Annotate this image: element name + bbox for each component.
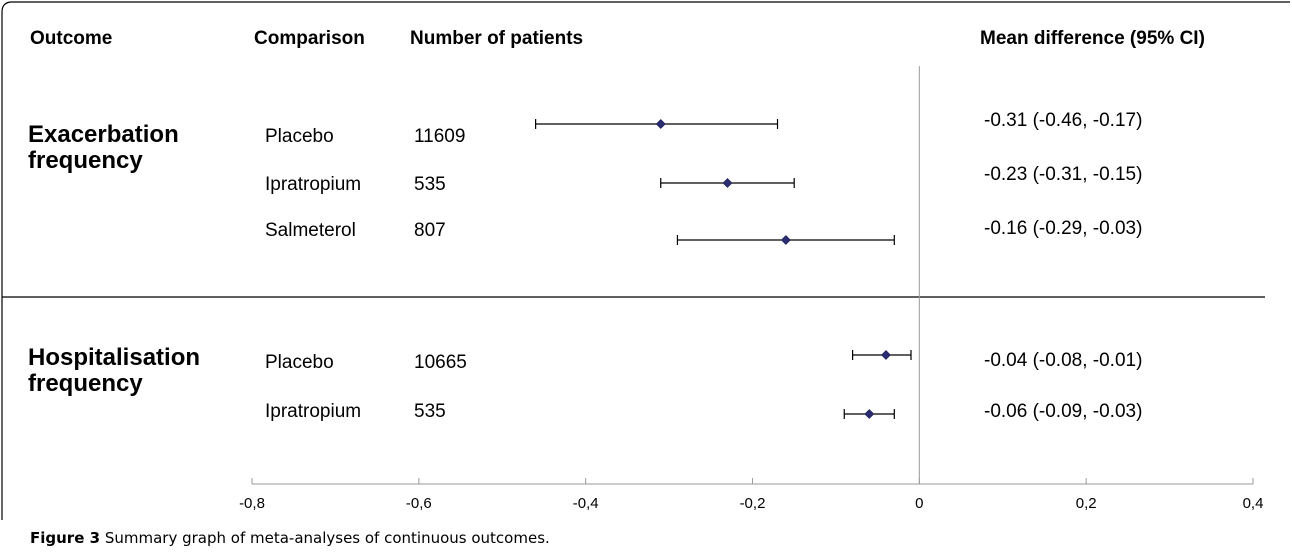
x-tick-label: -0,2: [740, 495, 766, 512]
row-ci-text: -0.06 (-0.09, -0.03): [984, 401, 1143, 422]
header-outcome: Outcome: [30, 28, 113, 49]
row-ci-text: -0.04 (-0.08, -0.01): [984, 350, 1143, 371]
x-tick-label: -0,4: [573, 495, 599, 512]
group-title-line1: Exacerbation: [28, 121, 179, 148]
x-tick-label: 0,2: [1076, 495, 1097, 512]
row-patients: 11609: [414, 126, 466, 147]
point-estimate-marker: [722, 178, 733, 188]
row-comparison: Placebo: [265, 352, 334, 373]
row-patients: 535: [414, 174, 446, 195]
row-patients: 535: [414, 401, 446, 422]
group-title: Hospitalisation frequency: [28, 345, 200, 397]
caption-period: .: [545, 529, 550, 547]
x-tick-label: -0,6: [406, 495, 432, 512]
caption-label: Figure 3: [30, 529, 101, 547]
figure-caption: Figure 3 Summary graph of meta-analyses …: [30, 528, 550, 548]
group-title: Exacerbation frequency: [28, 122, 179, 174]
group-title-line2: frequency: [28, 370, 143, 397]
row-comparison: Ipratropium: [265, 401, 362, 422]
row-ci-text: -0.31 (-0.46, -0.17): [984, 110, 1143, 131]
x-tick-label: 0: [915, 495, 923, 512]
point-estimate-marker: [864, 409, 875, 419]
x-tick-label: 0,4: [1243, 495, 1264, 512]
row-ci-text: -0.16 (-0.29, -0.03): [984, 218, 1143, 239]
header-mean-difference: Mean difference (95% CI): [980, 28, 1205, 49]
row-comparison: Placebo: [265, 126, 334, 147]
frame-border: [1, 1, 1290, 520]
x-tick-label: -0,8: [239, 495, 265, 512]
point-estimate-marker: [780, 235, 791, 245]
point-estimate-marker: [655, 119, 666, 129]
group-title-line2: frequency: [28, 147, 143, 174]
point-estimate-marker: [881, 350, 891, 360]
row-ci-text: -0.23 (-0.31, -0.15): [984, 164, 1143, 185]
caption-text: Summary graph of meta-analyses of contin…: [104, 529, 546, 547]
header-patients: Number of patients: [410, 28, 584, 49]
group-title-line1: Hospitalisation: [28, 344, 201, 371]
row-comparison: Ipratropium: [265, 174, 362, 195]
row-patients: 807: [414, 220, 446, 241]
header-comparison: Comparison: [254, 28, 365, 49]
row-comparison: Salmeterol: [265, 220, 356, 241]
row-patients: 10665: [414, 352, 467, 373]
